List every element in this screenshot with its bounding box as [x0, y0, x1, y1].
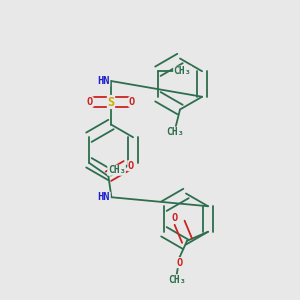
Text: O: O — [176, 258, 183, 268]
Text: O: O — [172, 213, 178, 223]
Text: O: O — [128, 161, 134, 171]
Text: S: S — [107, 95, 115, 109]
Text: HN: HN — [98, 192, 110, 202]
Text: HN: HN — [97, 76, 110, 86]
Text: CH₃: CH₃ — [174, 66, 191, 76]
Text: CH₃: CH₃ — [168, 275, 185, 285]
Text: O: O — [87, 97, 93, 107]
Text: CH₃: CH₃ — [108, 165, 125, 175]
Text: CH₃: CH₃ — [167, 127, 184, 137]
Text: O: O — [129, 97, 135, 107]
